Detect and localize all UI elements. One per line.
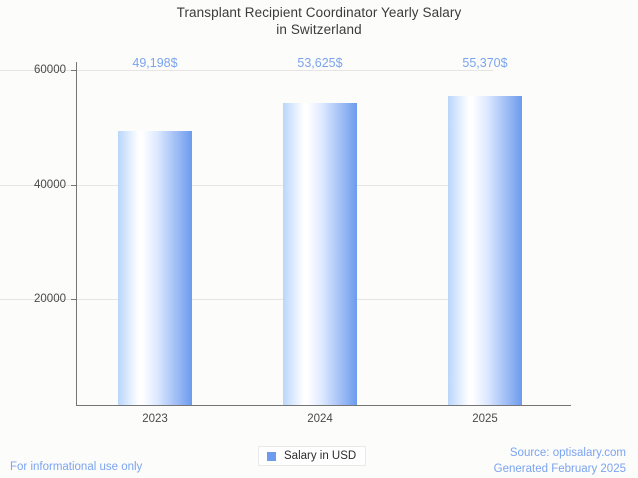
legend-label-salary-in-usd: Salary in USD bbox=[284, 450, 357, 462]
y-tick-mark-40000 bbox=[71, 185, 77, 186]
x-tick-label-2023: 2023 bbox=[142, 413, 168, 425]
footer-disclaimer: For informational use only bbox=[10, 461, 143, 473]
x-axis-line bbox=[76, 405, 571, 406]
gridline-60000 bbox=[0, 70, 493, 71]
bar-value-label-2023: 49,198$ bbox=[132, 56, 178, 70]
gridline-20000 bbox=[0, 299, 493, 300]
footer-attribution: Source: optisalary.com Generated Februar… bbox=[494, 445, 626, 477]
bar-value-label-2025: 55,370$ bbox=[462, 56, 508, 70]
footer-source: Source: optisalary.com bbox=[509, 447, 626, 459]
bar-value-label-2024: 53,625$ bbox=[297, 56, 343, 70]
bar-2025[interactable] bbox=[448, 96, 522, 405]
x-tick-label-2024: 2024 bbox=[307, 413, 333, 425]
y-tick-label-20000: 20000 bbox=[34, 293, 66, 305]
y-axis-line bbox=[76, 62, 77, 406]
chart-legend[interactable]: Salary in USD bbox=[258, 446, 367, 466]
chart-title-line-1: Transplant Recipient Coordinator Yearly … bbox=[176, 5, 462, 20]
y-tick-mark-20000 bbox=[71, 299, 77, 300]
x-tick-label-2025: 2025 bbox=[472, 413, 498, 425]
bar-2023[interactable] bbox=[118, 131, 192, 405]
footer-generated-date: Generated February 2025 bbox=[493, 463, 626, 475]
legend-swatch-icon bbox=[267, 451, 276, 461]
gridline-40000 bbox=[0, 185, 493, 186]
y-tick-mark-60000 bbox=[71, 70, 77, 71]
bar-2024[interactable] bbox=[283, 103, 357, 405]
y-tick-label-40000: 40000 bbox=[34, 179, 66, 191]
chart-title: Transplant Recipient Coordinator Yearly … bbox=[0, 4, 638, 38]
y-tick-label-60000: 60000 bbox=[34, 64, 66, 76]
chart-title-line-2: in Switzerland bbox=[276, 22, 362, 37]
